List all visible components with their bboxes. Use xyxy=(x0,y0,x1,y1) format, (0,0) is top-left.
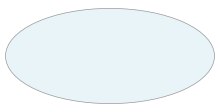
Ellipse shape xyxy=(6,8,214,104)
